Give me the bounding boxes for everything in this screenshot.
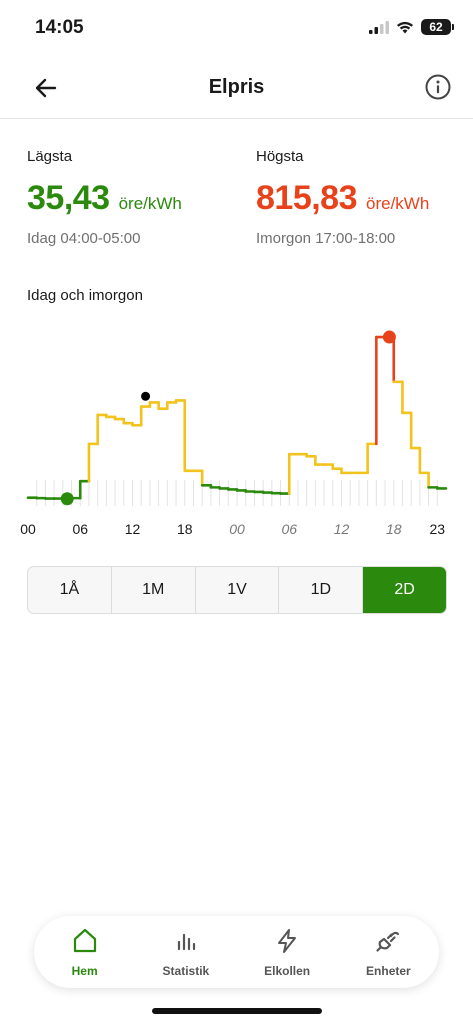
plug-icon: [374, 927, 402, 960]
highest-value: 815,83: [256, 179, 358, 217]
tab-hem[interactable]: Hem: [34, 916, 135, 988]
tab-elkollen[interactable]: Elkollen: [237, 916, 338, 988]
x-tick-label: 00: [20, 521, 36, 537]
highest-price-card: Högsta 815,83 öre/kWh Imorgon 17:00-18:0…: [256, 148, 429, 247]
status-time: 14:05: [35, 17, 84, 38]
tab-label: Elkollen: [264, 963, 311, 978]
period-option-1å[interactable]: 1Å: [28, 567, 112, 613]
lowest-time: Idag 04:00-05:00: [27, 230, 141, 247]
highest-unit: öre/kWh: [366, 194, 430, 213]
highest-label: Högsta: [256, 148, 304, 165]
x-tick-label: 23: [430, 521, 446, 537]
x-tick-label: 12: [125, 521, 141, 537]
home-indicator: [152, 1008, 322, 1014]
page-title: Elpris: [208, 76, 265, 98]
tab-label: Enheter: [366, 963, 411, 978]
tab-label: Hem: [71, 963, 98, 978]
lowest-price-card: Lägsta 35,43 öre/kWh Idag 04:00-05:00: [27, 148, 182, 247]
price-marker: [141, 391, 151, 401]
x-tick-label: 06: [72, 521, 88, 537]
wifi-icon: [397, 21, 413, 33]
highest-time: Imorgon 17:00-18:00: [256, 230, 396, 247]
tab-statistik[interactable]: Statistik: [135, 916, 236, 988]
back-button[interactable]: [30, 72, 62, 104]
price-chart[interactable]: 00 06 12 18 00 06 12 18 23: [0, 310, 473, 540]
status-icons: 62: [369, 19, 454, 35]
period-option-2d[interactable]: 2D: [363, 567, 446, 613]
period-option-1m[interactable]: 1M: [112, 567, 196, 613]
info-button[interactable]: [423, 72, 453, 102]
period-option-1d[interactable]: 1D: [279, 567, 364, 613]
x-tick-label: 00: [229, 521, 245, 537]
battery-indicator: 62: [421, 19, 454, 35]
price-marker: [382, 330, 396, 344]
tab-bar: Hem Statistik Elkollen Enheter: [34, 916, 439, 988]
arrow-left-icon: [35, 78, 57, 98]
bar-chart-icon: [172, 927, 200, 960]
nav-header: Elpris: [0, 58, 473, 119]
chart-title: Idag och imorgon: [27, 287, 143, 304]
lowest-unit: öre/kWh: [118, 194, 182, 213]
x-tick-label: 06: [281, 521, 297, 537]
tab-enheter[interactable]: Enheter: [338, 916, 439, 988]
price-marker: [60, 492, 74, 506]
info-icon: [425, 74, 451, 100]
tab-label: Statistik: [162, 963, 210, 978]
lowest-value: 35,43: [27, 179, 110, 217]
x-tick-label: 12: [334, 521, 350, 537]
x-tick-label: 18: [386, 521, 402, 537]
signal-icon: [369, 20, 389, 34]
period-selector: 1Å 1M 1V 1D 2D: [27, 566, 447, 614]
lowest-label: Lägsta: [27, 148, 73, 165]
period-option-1v[interactable]: 1V: [196, 567, 280, 613]
home-icon: [71, 927, 99, 960]
x-tick-label: 18: [177, 521, 193, 537]
lightning-icon: [273, 927, 301, 960]
status-bar: 14:05 62: [0, 0, 473, 56]
